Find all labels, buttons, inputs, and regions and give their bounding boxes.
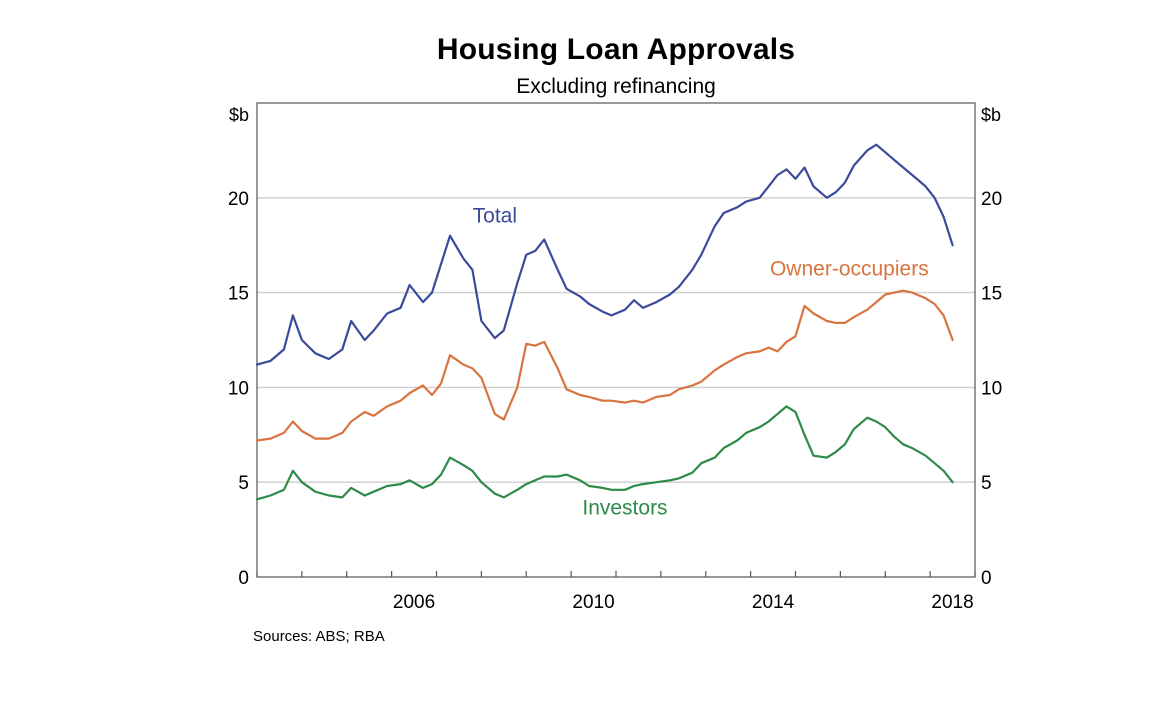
series-line-owner-occupiers xyxy=(255,289,954,442)
y-axis-label-right: $b xyxy=(981,105,1001,125)
series-line-total xyxy=(255,143,954,366)
y-axis-label-left: $b xyxy=(229,105,249,125)
y-tick-left-15: 15 xyxy=(228,284,249,305)
x-tick-label-2010: 2010 xyxy=(572,592,614,613)
series-label-investors: Investors xyxy=(582,496,667,519)
y-tick-right-20: 20 xyxy=(981,189,1002,210)
series-lines xyxy=(255,143,954,501)
y-tick-left-0: 0 xyxy=(238,568,249,589)
x-tick-label-2006: 2006 xyxy=(393,592,435,613)
chart-source: Sources: ABS; RBA xyxy=(253,628,385,645)
y-tick-left-20: 20 xyxy=(228,189,249,210)
y-tick-right-15: 15 xyxy=(981,284,1002,305)
x-tick-label-2014: 2014 xyxy=(752,592,795,613)
y-tick-left-5: 5 xyxy=(238,473,249,494)
chart-title: Housing Loan Approvals xyxy=(436,33,796,66)
series-line-investors xyxy=(255,405,954,501)
chart-subtitle: Excluding refinancing xyxy=(516,75,716,98)
series-label-owner-occupiers: Owner-occupiers xyxy=(770,258,929,281)
y-tick-right-10: 10 xyxy=(981,378,1002,399)
axis-ticks: 0 0 5 5 10 10 15 15 20 20 2006 2010 2014 2018 xyxy=(228,189,1002,613)
series-label-total: Total xyxy=(473,204,517,227)
y-tick-left-10: 10 xyxy=(228,378,249,399)
gridlines xyxy=(257,197,975,483)
y-tick-right-0: 0 xyxy=(981,568,992,589)
x-tick-label-2018: 2018 xyxy=(931,592,973,613)
y-tick-right-5: 5 xyxy=(981,473,992,494)
